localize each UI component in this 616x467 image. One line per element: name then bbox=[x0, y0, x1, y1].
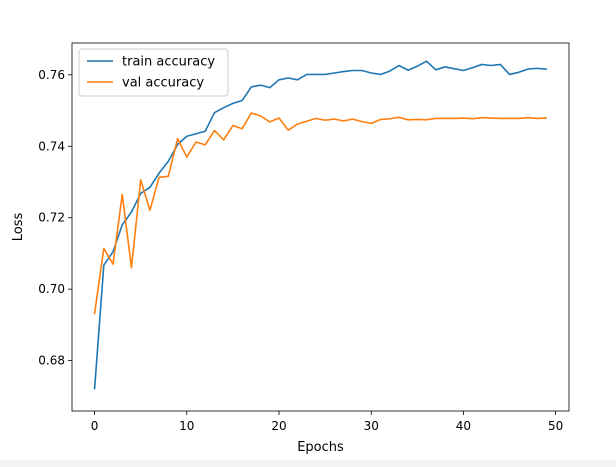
legend-label: val accuracy bbox=[122, 76, 204, 91]
series-layer bbox=[93, 60, 548, 390]
x-tick-label: 0 bbox=[91, 419, 99, 433]
series-line-train-accuracy bbox=[93, 60, 548, 390]
legend: train accuracy val accuracy bbox=[78, 48, 229, 97]
x-tick-label: 10 bbox=[179, 419, 194, 433]
bottom-strip bbox=[0, 460, 616, 467]
x-tick-label: 40 bbox=[456, 419, 471, 433]
y-tick-label: 0.76 bbox=[38, 68, 65, 82]
ticks-layer: 0 10 20 30 40 50 0.68 0.70 0.72 0.74 0.76 bbox=[38, 68, 563, 433]
y-tick-label: 0.68 bbox=[38, 354, 65, 368]
plot-frame bbox=[71, 42, 570, 412]
x-tick-label: 20 bbox=[271, 419, 286, 433]
y-tick-label: 0.74 bbox=[38, 139, 65, 153]
y-tick-label: 0.72 bbox=[38, 211, 65, 225]
series-line-val-accuracy bbox=[93, 112, 548, 315]
y-axis-label: Loss bbox=[11, 213, 26, 242]
legend-label: train accuracy bbox=[122, 55, 215, 70]
legend-box bbox=[78, 48, 229, 97]
x-tick-label: 50 bbox=[548, 419, 563, 433]
y-tick-label: 0.70 bbox=[38, 282, 65, 296]
x-axis-label: Epochs bbox=[297, 440, 344, 455]
x-tick-label: 30 bbox=[364, 419, 379, 433]
